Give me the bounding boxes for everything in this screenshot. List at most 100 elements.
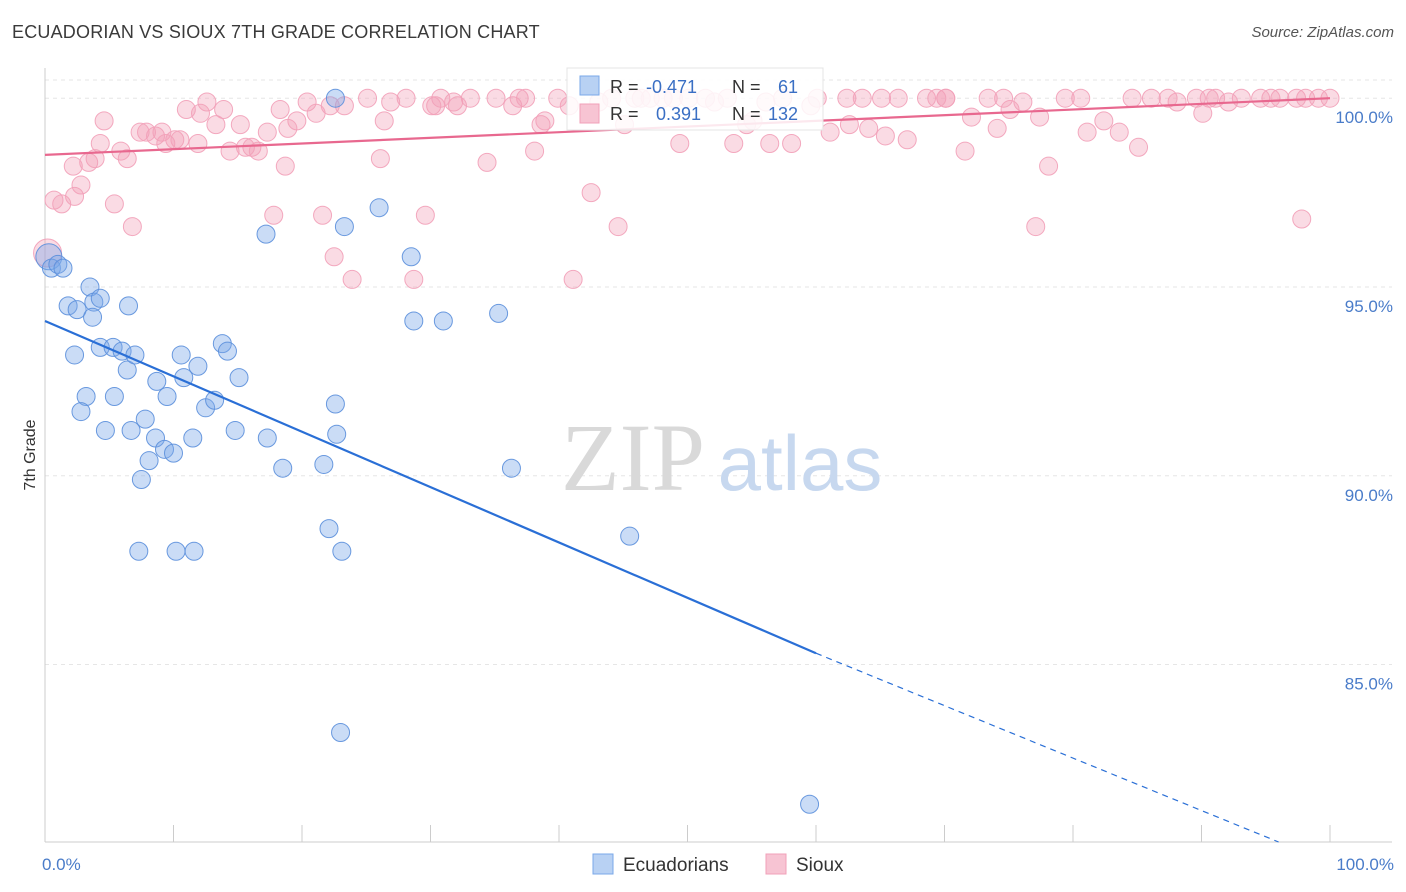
sioux-point xyxy=(381,92,401,112)
sioux-point xyxy=(130,122,150,142)
sioux-point xyxy=(176,100,196,120)
legend-n-value-2: 132 xyxy=(768,104,798,124)
sioux-point xyxy=(122,217,142,237)
bottom-legend-swatch-ecuadorians xyxy=(592,853,614,875)
ecuadorian-points xyxy=(35,88,820,814)
sioux-point xyxy=(1231,88,1251,108)
sioux-point xyxy=(535,111,555,131)
x-tick-marks xyxy=(44,825,1331,842)
sioux-point xyxy=(94,111,114,131)
ecuadorian-point xyxy=(188,356,208,376)
watermark-atlas: atlas xyxy=(718,419,883,507)
sioux-point xyxy=(1141,88,1161,108)
y-tick-label-2: 90.0% xyxy=(1345,486,1393,505)
ecuadorian-point xyxy=(501,458,521,478)
watermark-zip: ZIP xyxy=(561,404,705,511)
sioux-point xyxy=(264,205,284,225)
ecuadorian-point xyxy=(225,420,245,440)
bottom-legend-label-sioux: Sioux xyxy=(796,855,844,876)
ecuadorian-point xyxy=(183,428,203,448)
sioux-point xyxy=(1071,88,1091,108)
ecuadorian-point xyxy=(256,224,276,244)
ecuadorian-point xyxy=(332,541,352,561)
ecuadorian-point xyxy=(95,420,115,440)
ecuadorian-point xyxy=(327,424,347,444)
sioux-point xyxy=(278,118,298,138)
y-axis-label: 7th Grade xyxy=(22,419,39,490)
sioux-point xyxy=(852,88,872,108)
sioux-point xyxy=(230,115,250,135)
legend-r-label-1: R = xyxy=(610,77,639,97)
sioux-point xyxy=(396,88,416,108)
sioux-point xyxy=(1261,88,1281,108)
ecuadorian-point xyxy=(104,386,124,406)
grid-lines xyxy=(45,79,1392,666)
sioux-point xyxy=(724,134,744,154)
ecuadorian-point xyxy=(41,258,61,278)
ecuadorian-point xyxy=(119,296,139,316)
legend-r-value-1: -0.471 xyxy=(646,77,697,97)
sioux-point xyxy=(477,152,497,172)
sioux-point xyxy=(1129,137,1149,157)
sioux-point xyxy=(820,122,840,142)
ecuadorian-point xyxy=(139,451,159,471)
sioux-point xyxy=(404,269,424,289)
sioux-point xyxy=(188,134,208,154)
x-tick-label-min: 0.0% xyxy=(42,855,81,874)
ecuadorian-point xyxy=(217,341,237,361)
ecuadorian-point xyxy=(369,198,389,218)
ecuadorian-point xyxy=(489,303,509,323)
stats-legend: R = -0.471 N = 61 R = 0.391 N = 132 xyxy=(566,67,824,131)
legend-n-label-2: N = xyxy=(732,104,761,124)
sioux-point xyxy=(608,217,628,237)
ecuadorian-point xyxy=(90,288,110,308)
sioux-point xyxy=(1251,88,1271,108)
sioux-point xyxy=(782,134,802,154)
ecuadorian-point xyxy=(325,88,345,108)
sioux-point xyxy=(563,269,583,289)
sioux-point xyxy=(370,149,390,169)
ecuadorian-point xyxy=(84,292,104,312)
sioux-point xyxy=(206,115,226,135)
sioux-point xyxy=(987,118,1007,138)
ecuadorian-point xyxy=(48,254,68,274)
sioux-point xyxy=(837,88,857,108)
sioux-point xyxy=(117,149,137,169)
sioux-point xyxy=(426,96,446,116)
sioux-point xyxy=(1122,88,1142,108)
ecuadorian-point xyxy=(319,519,339,539)
sioux-point xyxy=(342,269,362,289)
sioux-point xyxy=(460,88,480,108)
sioux-point xyxy=(1109,122,1129,142)
sioux-point xyxy=(146,126,166,146)
ecuadorian-point xyxy=(433,311,453,331)
sioux-point xyxy=(85,149,105,169)
sioux-point xyxy=(961,107,981,127)
axes xyxy=(44,68,1392,843)
sioux-point xyxy=(324,247,344,267)
ecuadorian-point xyxy=(129,541,149,561)
sioux-point xyxy=(374,111,394,131)
sioux-point xyxy=(257,122,277,142)
sioux-point xyxy=(358,88,378,108)
y-tick-label-0: 100.0% xyxy=(1335,108,1393,127)
sioux-point xyxy=(306,103,326,123)
sioux-point xyxy=(275,156,295,176)
sioux-point xyxy=(516,88,536,108)
sioux-point xyxy=(994,88,1014,108)
y-tick-label-3: 85.0% xyxy=(1345,675,1393,694)
ecuadorian-point xyxy=(314,454,334,474)
y-tick-labels: 100.0% 95.0% 90.0% 85.0% xyxy=(1335,108,1393,693)
source-label: Source: ZipAtlas.com xyxy=(1251,24,1394,41)
ecuadorian-point xyxy=(121,420,141,440)
sioux-point xyxy=(214,100,234,120)
legend-swatch-sioux xyxy=(579,103,600,124)
sioux-point xyxy=(978,88,998,108)
ecuadorian-point xyxy=(65,345,85,365)
ecuadorian-point xyxy=(325,394,345,414)
sioux-point xyxy=(888,88,908,108)
ecuadorian-point xyxy=(164,443,183,463)
ecuadorian-point xyxy=(273,458,293,478)
ecuadorian-point xyxy=(800,794,820,814)
sioux-point xyxy=(242,137,262,157)
